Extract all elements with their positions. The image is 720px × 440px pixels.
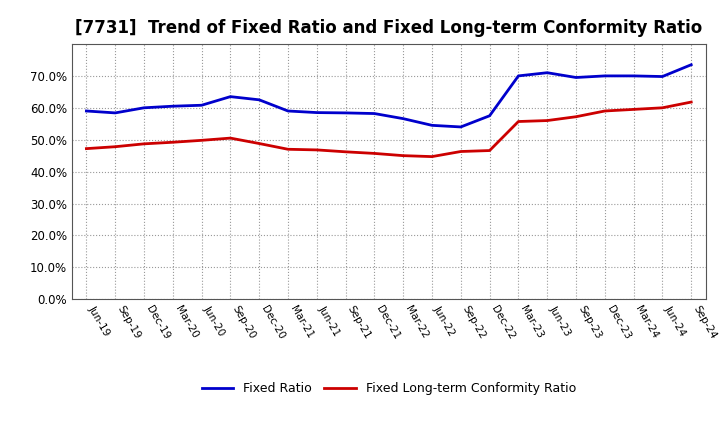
Fixed Long-term Conformity Ratio: [111, 144, 120, 149]
Fixed Long-term Conformity Ratio: [226, 136, 235, 141]
Fixed Long-term Conformity Ratio: [255, 141, 264, 146]
Fixed Ratio: [312, 110, 321, 115]
Fixed Long-term Conformity Ratio: [514, 119, 523, 124]
Fixed Ratio: [111, 110, 120, 116]
Title: [7731]  Trend of Fixed Ratio and Fixed Long-term Conformity Ratio: [7731] Trend of Fixed Ratio and Fixed Lo…: [75, 19, 703, 37]
Fixed Ratio: [82, 108, 91, 114]
Fixed Long-term Conformity Ratio: [140, 141, 148, 147]
Fixed Ratio: [341, 110, 350, 116]
Fixed Ratio: [658, 74, 667, 79]
Fixed Long-term Conformity Ratio: [312, 147, 321, 153]
Fixed Ratio: [543, 70, 552, 75]
Fixed Ratio: [168, 103, 177, 109]
Fixed Ratio: [284, 108, 292, 114]
Fixed Ratio: [226, 94, 235, 99]
Fixed Ratio: [629, 73, 638, 78]
Fixed Ratio: [456, 124, 465, 129]
Fixed Long-term Conformity Ratio: [399, 153, 408, 158]
Fixed Long-term Conformity Ratio: [284, 147, 292, 152]
Line: Fixed Long-term Conformity Ratio: Fixed Long-term Conformity Ratio: [86, 102, 691, 157]
Fixed Ratio: [428, 123, 436, 128]
Fixed Ratio: [399, 116, 408, 121]
Fixed Ratio: [687, 62, 696, 67]
Fixed Long-term Conformity Ratio: [658, 105, 667, 110]
Fixed Ratio: [370, 111, 379, 116]
Fixed Long-term Conformity Ratio: [197, 138, 206, 143]
Fixed Ratio: [255, 97, 264, 103]
Fixed Long-term Conformity Ratio: [82, 146, 91, 151]
Fixed Ratio: [600, 73, 609, 78]
Fixed Ratio: [197, 103, 206, 108]
Fixed Ratio: [514, 73, 523, 78]
Fixed Long-term Conformity Ratio: [543, 118, 552, 123]
Fixed Ratio: [485, 113, 494, 118]
Fixed Long-term Conformity Ratio: [485, 148, 494, 153]
Fixed Long-term Conformity Ratio: [600, 108, 609, 114]
Fixed Ratio: [572, 75, 580, 80]
Fixed Long-term Conformity Ratio: [456, 149, 465, 154]
Fixed Long-term Conformity Ratio: [687, 99, 696, 105]
Fixed Long-term Conformity Ratio: [341, 149, 350, 154]
Legend: Fixed Ratio, Fixed Long-term Conformity Ratio: Fixed Ratio, Fixed Long-term Conformity …: [197, 377, 581, 400]
Fixed Long-term Conformity Ratio: [428, 154, 436, 159]
Fixed Long-term Conformity Ratio: [370, 151, 379, 156]
Fixed Ratio: [140, 105, 148, 110]
Line: Fixed Ratio: Fixed Ratio: [86, 65, 691, 127]
Fixed Long-term Conformity Ratio: [572, 114, 580, 119]
Fixed Long-term Conformity Ratio: [629, 107, 638, 112]
Fixed Long-term Conformity Ratio: [168, 139, 177, 145]
